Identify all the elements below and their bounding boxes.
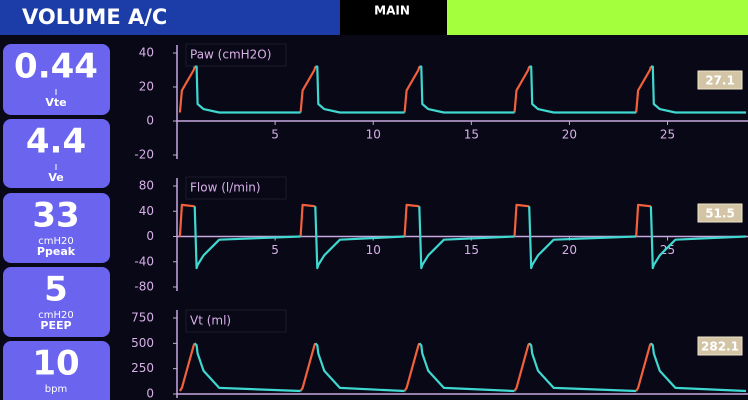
waveform bbox=[178, 203, 651, 237]
panel-value: 5 bbox=[44, 270, 68, 310]
y-tick-label: 40 bbox=[139, 204, 154, 218]
panel-value: 0.44 bbox=[14, 47, 98, 87]
x-tick-label: 10 bbox=[366, 128, 381, 142]
readout-box bbox=[697, 336, 743, 356]
panel[interactable] bbox=[3, 119, 110, 188]
x-tick-label: 10 bbox=[366, 243, 381, 257]
chart-title: Vt (ml) bbox=[190, 314, 231, 328]
y-tick-label: 40 bbox=[139, 46, 154, 60]
readout-value: 282.1 bbox=[701, 340, 739, 354]
mode-label: VOLUME A/C bbox=[22, 5, 167, 29]
panel-value: 4.4 bbox=[26, 122, 86, 162]
chart-title: Paw (cmH2O) bbox=[190, 48, 271, 62]
y-tick-label: 250 bbox=[131, 361, 154, 375]
title-box bbox=[185, 43, 287, 67]
readout-value: 27.1 bbox=[705, 74, 735, 88]
title-box bbox=[185, 309, 287, 333]
tab-bar[interactable] bbox=[340, 0, 447, 35]
panel-unit: cmH20 bbox=[38, 236, 73, 247]
y-tick-label: 0 bbox=[146, 114, 154, 128]
x-tick-label: 5 bbox=[271, 243, 279, 257]
panel-label: Vte bbox=[45, 96, 66, 109]
x-tick-label: 15 bbox=[464, 243, 479, 257]
y-tick-label: 750 bbox=[131, 311, 154, 325]
status-bar bbox=[447, 0, 748, 35]
panel-label: Ppeak bbox=[37, 245, 76, 258]
y-tick-label: 20 bbox=[139, 80, 154, 94]
panel[interactable] bbox=[3, 44, 110, 115]
panel-label: PEEP bbox=[40, 319, 71, 332]
waveform bbox=[178, 66, 652, 113]
y-tick-label: -40 bbox=[134, 254, 154, 268]
readout-box bbox=[697, 70, 743, 90]
y-tick-label: -20 bbox=[134, 148, 154, 162]
y-tick-label: 0 bbox=[146, 229, 154, 243]
waveform bbox=[193, 206, 747, 270]
y-tick-label: 0 bbox=[146, 387, 154, 400]
readout-box bbox=[697, 203, 743, 223]
panel-label: Ve bbox=[48, 171, 63, 184]
y-tick-label: 80 bbox=[139, 179, 154, 193]
panel[interactable] bbox=[3, 193, 110, 263]
panel-unit: cmH20 bbox=[38, 310, 73, 321]
title-box bbox=[185, 176, 287, 200]
x-tick-label: 25 bbox=[660, 128, 675, 142]
waveform bbox=[193, 342, 747, 393]
chart-title: Flow (l/min) bbox=[190, 181, 261, 195]
waveform bbox=[178, 342, 652, 392]
waveforms: -20 0 20 40 5 10 15 20 25 Paw (cmH2O) 27.1 -80 -40 0 4… bbox=[131, 43, 748, 400]
x-tick-label: 15 bbox=[464, 128, 479, 142]
panel-value: 10 bbox=[32, 344, 79, 384]
tab-label[interactable]: MAIN bbox=[374, 4, 410, 18]
x-tick-label: 20 bbox=[562, 243, 577, 257]
panel[interactable] bbox=[3, 267, 110, 337]
y-tick-label: -80 bbox=[134, 280, 154, 294]
panel-value: 33 bbox=[32, 196, 79, 236]
panel[interactable] bbox=[3, 341, 110, 400]
x-tick-label: 5 bbox=[271, 128, 279, 142]
y-tick-label: 500 bbox=[131, 336, 154, 350]
x-tick-label: 20 bbox=[562, 128, 577, 142]
panel-unit: bpm bbox=[45, 384, 67, 395]
mode-bar bbox=[0, 0, 340, 35]
x-tick-label: 25 bbox=[660, 243, 675, 257]
waveform bbox=[194, 65, 746, 114]
readout-value: 51.5 bbox=[705, 207, 735, 221]
